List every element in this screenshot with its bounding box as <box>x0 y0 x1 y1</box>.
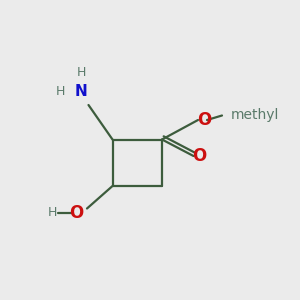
Text: H: H <box>55 85 65 98</box>
Text: O: O <box>192 147 207 165</box>
Text: O: O <box>69 204 84 222</box>
Text: methyl: methyl <box>231 109 279 122</box>
Text: O: O <box>197 111 211 129</box>
Text: H: H <box>76 65 86 79</box>
Text: H: H <box>48 206 57 220</box>
Text: N: N <box>75 84 87 99</box>
